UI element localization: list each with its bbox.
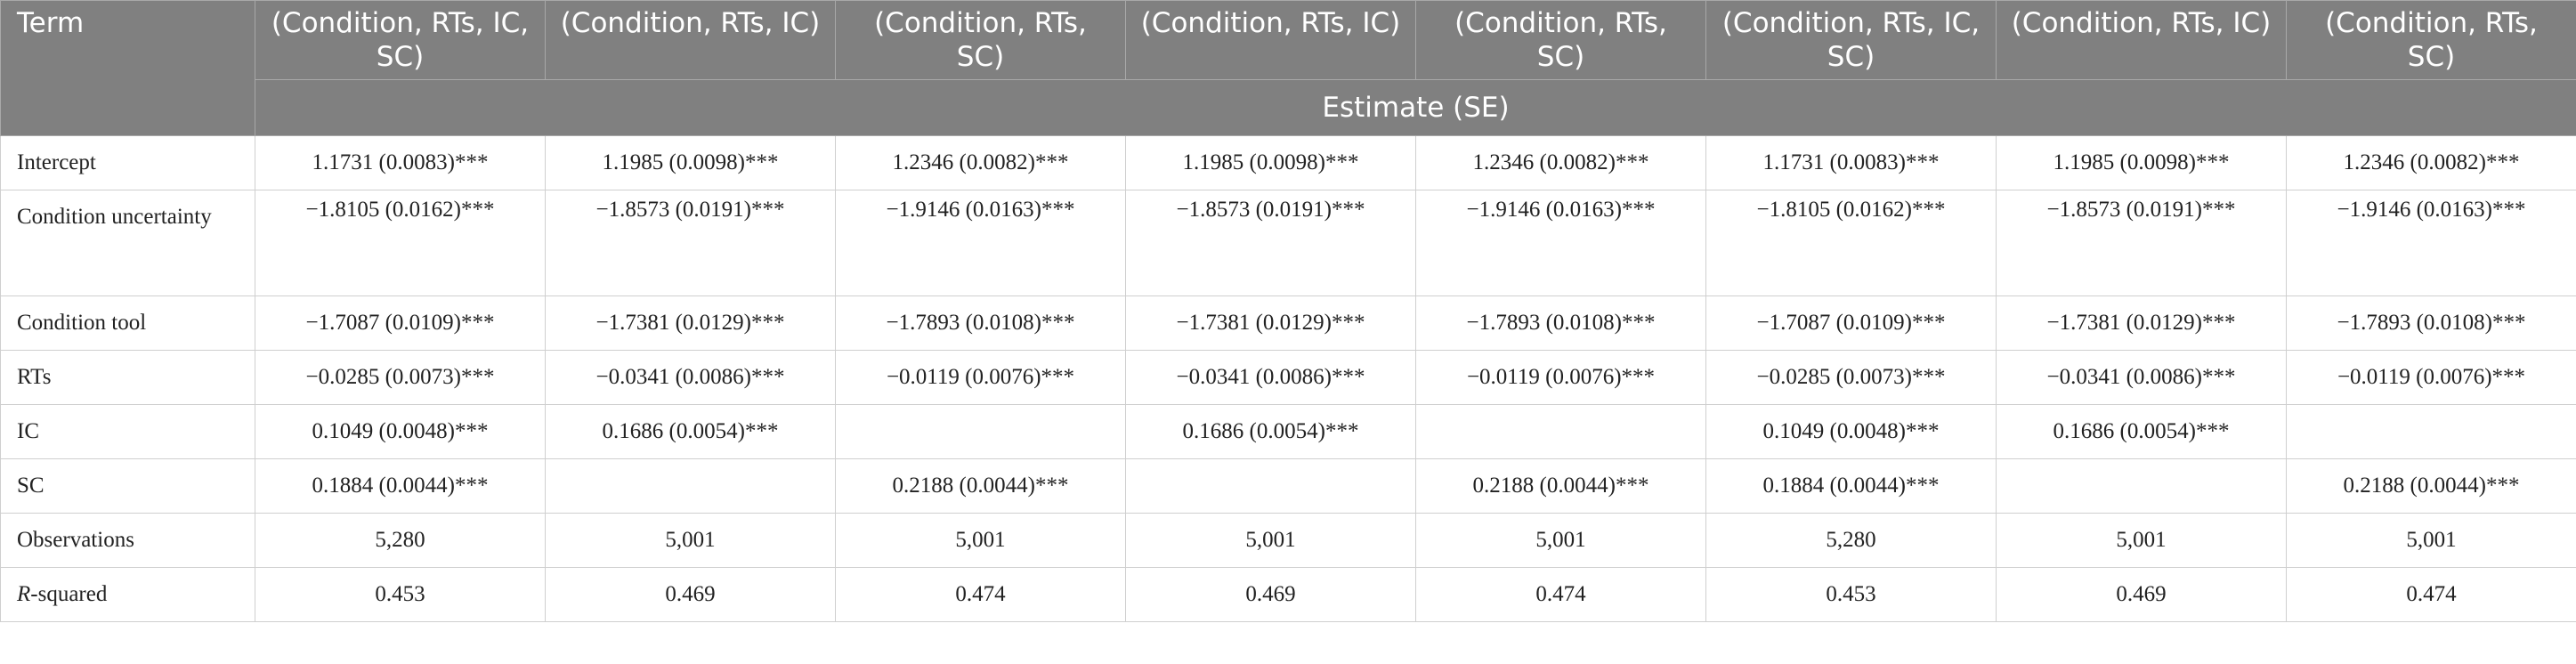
estimate-cell: 1.2346 (0.0082)***: [1415, 135, 1706, 190]
estimate-cell: 5,001: [1125, 513, 1416, 568]
estimate-cell: −0.0119 (0.0076)***: [1415, 350, 1706, 405]
estimate-cell: 0.1049 (0.0048)***: [1705, 404, 1997, 459]
estimate-cell: 0.1686 (0.0054)***: [1996, 404, 2287, 459]
row-term: IC: [0, 404, 255, 459]
estimate-cell: −1.8573 (0.0191)***: [1996, 190, 2287, 296]
estimate-cell: 5,280: [255, 513, 546, 568]
estimate-cell: 0.1686 (0.0054)***: [545, 404, 836, 459]
estimate-cell: 5,001: [835, 513, 1126, 568]
estimate-cell: 5,001: [1996, 513, 2287, 568]
estimate-cell: 1.2346 (0.0082)***: [835, 135, 1126, 190]
estimate-cell: 1.1731 (0.0083)***: [1705, 135, 1997, 190]
estimate-cell: −1.7381 (0.0129)***: [545, 296, 836, 351]
table-row: SC 0.1884 (0.0044)*** 0.2188 (0.0044)*** 0.…: [0, 458, 2576, 514]
column-header: (Condition, RTs, IC, SC): [255, 0, 546, 80]
subheader: Estimate (SE): [255, 79, 2576, 136]
estimate-cell: 1.1985 (0.0098)***: [545, 135, 836, 190]
estimate-cell: 0.474: [1415, 567, 1706, 622]
empty-cell: [1996, 458, 2287, 514]
table-row: Intercept 1.1731 (0.0083)*** 1.1985 (0.009…: [0, 135, 2576, 190]
column-header: (Condition, RTs, IC, SC): [1705, 0, 1997, 80]
empty-cell: [545, 458, 836, 514]
estimate-cell: 0.1686 (0.0054)***: [1125, 404, 1416, 459]
estimate-cell: −1.9146 (0.0163)***: [835, 190, 1126, 296]
row-term: Condition tool: [0, 296, 255, 351]
empty-cell: [835, 404, 1126, 459]
estimate-cell: −1.7381 (0.0129)***: [1125, 296, 1416, 351]
table-row: RTs −0.0285 (0.0073)*** −0.0341 (0.0086)**…: [0, 350, 2576, 405]
estimate-cell: −0.0119 (0.0076)***: [835, 350, 1126, 405]
estimate-cell: 0.1884 (0.0044)***: [1705, 458, 1997, 514]
estimate-cell: 0.474: [835, 567, 1126, 622]
column-header: (Condition, RTs, IC): [1996, 0, 2287, 80]
row-term: Condition uncertainty: [0, 190, 255, 296]
estimate-cell: −0.0341 (0.0086)***: [545, 350, 836, 405]
estimate-cell: 0.469: [545, 567, 836, 622]
row-term: RTs: [0, 350, 255, 405]
estimate-cell: −1.7893 (0.0108)***: [1415, 296, 1706, 351]
table-row: Condition uncertainty −1.8105 (0.0162)***…: [0, 190, 2576, 296]
results-table: Term (Condition, RTs, IC, SC) (Condition,…: [0, 0, 2576, 622]
column-header: (Condition, RTs, IC): [1125, 0, 1416, 80]
estimate-cell: −1.7381 (0.0129)***: [1996, 296, 2287, 351]
column-header: (Condition, RTs, IC): [545, 0, 836, 80]
row-term: Intercept: [0, 135, 255, 190]
row-term: Observations: [0, 513, 255, 568]
column-header: (Condition, RTs, SC): [1415, 0, 1706, 80]
table-row: Observations 5,280 5,001 5,001 5,001 5,001 5,2…: [0, 513, 2576, 568]
column-header: (Condition, RTs, SC): [2286, 0, 2576, 80]
estimate-cell: 5,001: [1415, 513, 1706, 568]
estimate-cell: 0.469: [1996, 567, 2287, 622]
estimate-cell: 0.474: [2286, 567, 2576, 622]
estimate-cell: 0.453: [255, 567, 546, 622]
estimate-cell: 0.1884 (0.0044)***: [255, 458, 546, 514]
estimate-cell: −1.7087 (0.0109)***: [1705, 296, 1997, 351]
estimate-cell: −1.8105 (0.0162)***: [255, 190, 546, 296]
estimate-cell: −1.8573 (0.0191)***: [545, 190, 836, 296]
empty-cell: [1125, 458, 1416, 514]
header-row: Term (Condition, RTs, IC, SC) (Condition,…: [0, 0, 2576, 136]
estimate-cell: 5,001: [2286, 513, 2576, 568]
estimate-cell: 5,001: [545, 513, 836, 568]
estimate-cell: −1.9146 (0.0163)***: [1415, 190, 1706, 296]
table-row: IC 0.1049 (0.0048)*** 0.1686 (0.0054)*** 0.…: [0, 404, 2576, 459]
estimate-cell: 5,280: [1705, 513, 1997, 568]
estimate-cell: −0.0285 (0.0073)***: [255, 350, 546, 405]
estimate-cell: −1.7087 (0.0109)***: [255, 296, 546, 351]
estimate-cell: 1.2346 (0.0082)***: [2286, 135, 2576, 190]
estimate-cell: −1.8573 (0.0191)***: [1125, 190, 1416, 296]
empty-cell: [1415, 404, 1706, 459]
column-header: (Condition, RTs, SC): [835, 0, 1126, 80]
estimate-cell: 1.1731 (0.0083)***: [255, 135, 546, 190]
estimate-cell: −1.7893 (0.0108)***: [835, 296, 1126, 351]
estimate-cell: 0.1049 (0.0048)***: [255, 404, 546, 459]
empty-cell: [2286, 404, 2576, 459]
table-row: Condition tool −1.7087 (0.0109)*** −1.7381…: [0, 296, 2576, 351]
table-row: R-squared 0.453 0.469 0.474 0.469 0.474 0.453 0…: [0, 567, 2576, 622]
estimate-cell: 0.2188 (0.0044)***: [2286, 458, 2576, 514]
estimate-cell: 0.469: [1125, 567, 1416, 622]
estimate-cell: 1.1985 (0.0098)***: [1996, 135, 2287, 190]
estimate-cell: 0.453: [1705, 567, 1997, 622]
estimate-cell: −1.9146 (0.0163)***: [2286, 190, 2576, 296]
estimate-cell: −0.0341 (0.0086)***: [1125, 350, 1416, 405]
row-term: R-squared: [0, 567, 255, 622]
table-body: Intercept 1.1731 (0.0083)*** 1.1985 (0.009…: [0, 135, 2576, 622]
estimate-cell: −0.0119 (0.0076)***: [2286, 350, 2576, 405]
estimate-cell: −0.0285 (0.0073)***: [1705, 350, 1997, 405]
estimate-cell: 1.1985 (0.0098)***: [1125, 135, 1416, 190]
estimate-cell: 0.2188 (0.0044)***: [1415, 458, 1706, 514]
term-header: Term: [0, 0, 255, 136]
table-header: Term (Condition, RTs, IC, SC) (Condition,…: [0, 0, 2576, 136]
subheader-row: Estimate (SE): [1, 79, 2576, 136]
estimate-cell: −1.8105 (0.0162)***: [1705, 190, 1997, 296]
row-term: SC: [0, 458, 255, 514]
estimate-cell: −0.0341 (0.0086)***: [1996, 350, 2287, 405]
estimate-cell: −1.7893 (0.0108)***: [2286, 296, 2576, 351]
estimate-cell: 0.2188 (0.0044)***: [835, 458, 1126, 514]
